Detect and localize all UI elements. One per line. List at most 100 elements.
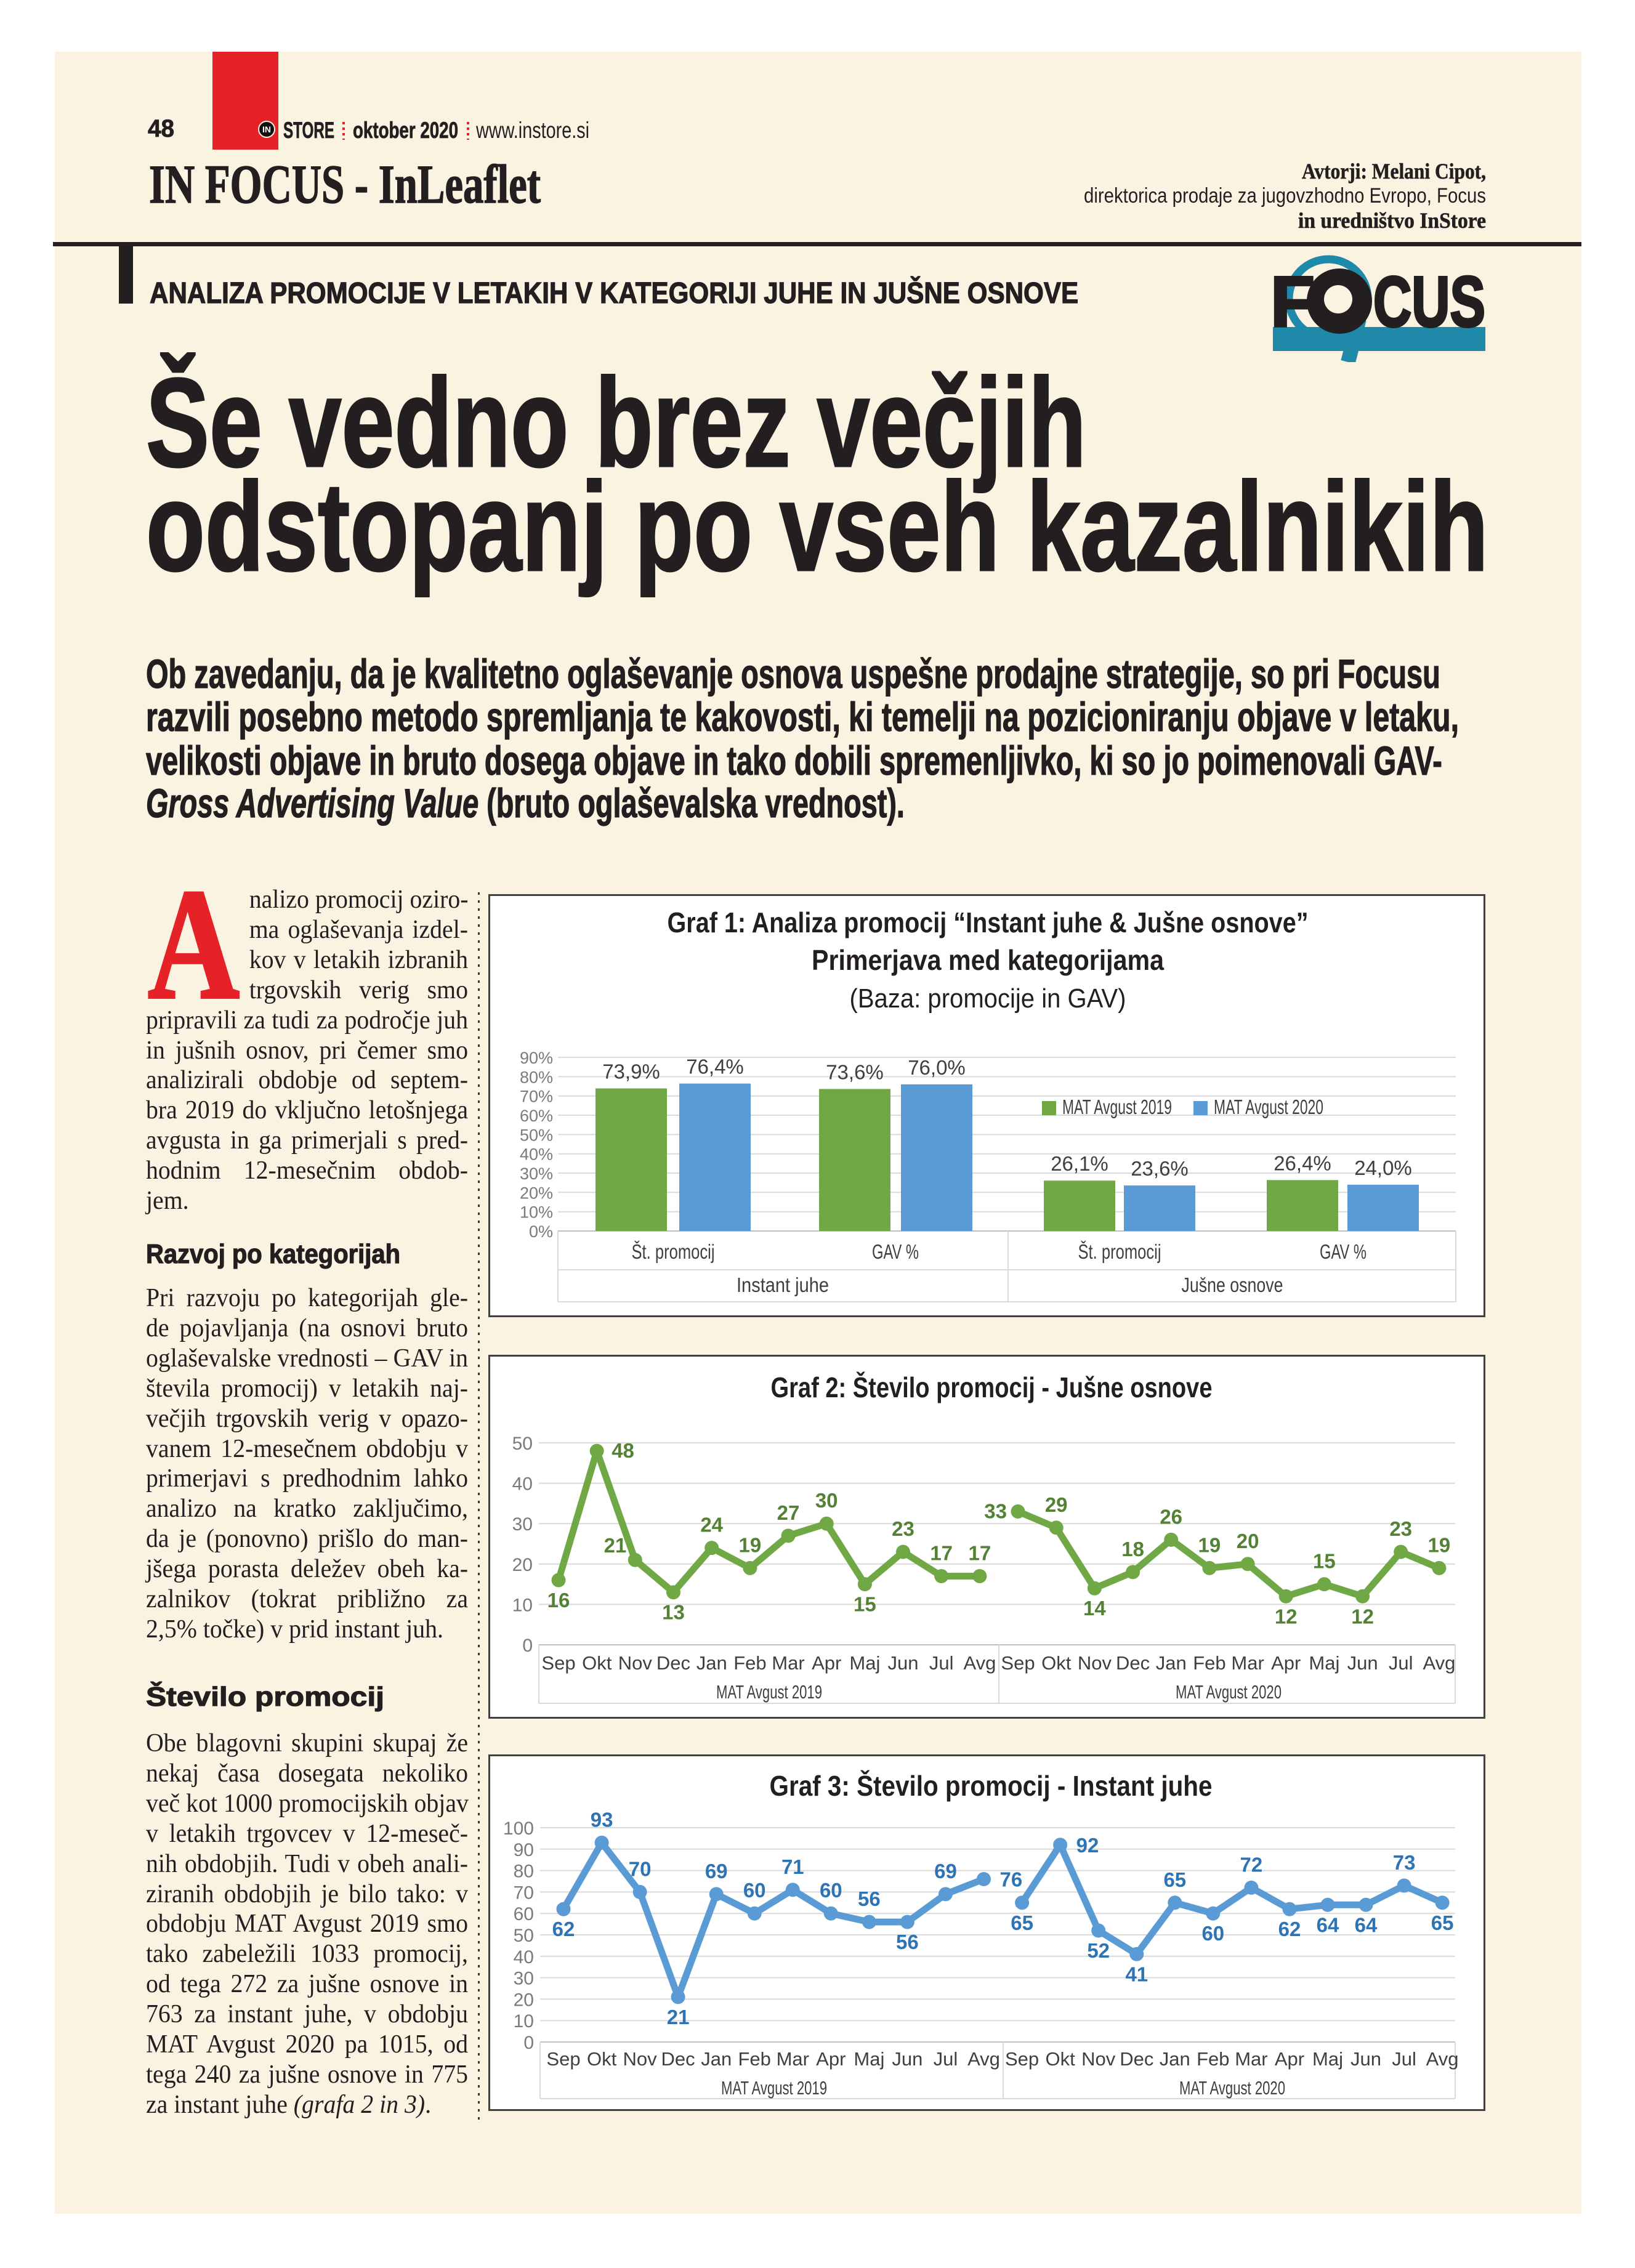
svg-text:Maj: Maj bbox=[854, 2048, 884, 2070]
svg-text:MAT Avgust 2020: MAT Avgust 2020 bbox=[1179, 2077, 1285, 2099]
svg-text:Sep: Sep bbox=[1001, 1652, 1035, 1674]
svg-text:Maj: Maj bbox=[1309, 1652, 1339, 1674]
svg-text:60: 60 bbox=[743, 1879, 766, 1902]
svg-text:19: 19 bbox=[1198, 1533, 1221, 1556]
svg-text:Maj: Maj bbox=[849, 1652, 880, 1674]
svg-text:73,6%: 73,6% bbox=[826, 1060, 884, 1083]
svg-text:Jun: Jun bbox=[888, 1652, 919, 1674]
svg-text:Mar: Mar bbox=[777, 2048, 809, 2070]
svg-text:19: 19 bbox=[739, 1533, 762, 1556]
svg-text:65: 65 bbox=[1163, 1868, 1186, 1891]
svg-text:70%: 70% bbox=[520, 1088, 553, 1106]
svg-text:Feb: Feb bbox=[738, 2048, 770, 2070]
svg-text:Dec: Dec bbox=[1120, 2048, 1153, 2070]
svg-text:Avg: Avg bbox=[1423, 1652, 1455, 1674]
svg-text:Avg: Avg bbox=[1426, 2048, 1459, 2070]
svg-text:30: 30 bbox=[815, 1489, 838, 1512]
svg-text:40%: 40% bbox=[520, 1145, 553, 1164]
svg-text:GAV %: GAV % bbox=[872, 1240, 919, 1263]
svg-text:Jun: Jun bbox=[1347, 1652, 1378, 1674]
svg-text:Apr: Apr bbox=[812, 1652, 841, 1674]
svg-text:Jan: Jan bbox=[701, 2048, 732, 2070]
svg-text:Nov: Nov bbox=[1078, 1652, 1112, 1674]
svg-text:20: 20 bbox=[514, 1990, 534, 2010]
svg-text:Avg: Avg bbox=[963, 1652, 996, 1674]
svg-text:Okt: Okt bbox=[582, 1652, 612, 1674]
svg-text:29: 29 bbox=[1045, 1493, 1068, 1516]
svg-text:71: 71 bbox=[781, 1855, 804, 1878]
svg-text:Apr: Apr bbox=[1271, 1652, 1301, 1674]
svg-text:80%: 80% bbox=[520, 1068, 553, 1086]
svg-text:10: 10 bbox=[512, 1595, 533, 1615]
svg-text:65: 65 bbox=[1431, 1911, 1454, 1934]
svg-text:Jul: Jul bbox=[1392, 2048, 1416, 2070]
svg-text:14: 14 bbox=[1083, 1597, 1106, 1620]
svg-text:15: 15 bbox=[1313, 1550, 1336, 1573]
svg-text:26: 26 bbox=[1160, 1505, 1182, 1528]
svg-text:Jul: Jul bbox=[929, 1652, 954, 1674]
svg-text:40: 40 bbox=[512, 1474, 533, 1495]
svg-text:92: 92 bbox=[1076, 1834, 1099, 1857]
svg-text:Jušne osnove: Jušne osnove bbox=[1182, 1273, 1283, 1296]
svg-text:20: 20 bbox=[512, 1555, 533, 1575]
svg-text:52: 52 bbox=[1087, 1939, 1110, 1962]
svg-text:100: 100 bbox=[503, 1818, 534, 1839]
svg-text:Avg: Avg bbox=[967, 2048, 1000, 2070]
svg-text:0: 0 bbox=[523, 2033, 534, 2053]
svg-text:64: 64 bbox=[1355, 1913, 1378, 1936]
svg-text:17: 17 bbox=[930, 1542, 953, 1565]
svg-text:13: 13 bbox=[662, 1601, 685, 1624]
svg-text:20: 20 bbox=[1237, 1530, 1259, 1552]
svg-text:Dec: Dec bbox=[661, 2048, 695, 2070]
svg-text:F: F bbox=[1273, 262, 1315, 342]
svg-text:23: 23 bbox=[892, 1517, 914, 1540]
svg-text:Mar: Mar bbox=[1235, 2048, 1267, 2070]
svg-text:Jul: Jul bbox=[934, 2048, 958, 2070]
svg-text:73: 73 bbox=[1393, 1851, 1416, 1874]
svg-text:GAV %: GAV % bbox=[1320, 1240, 1367, 1263]
svg-text:56: 56 bbox=[896, 1931, 919, 1953]
svg-text:Št. promocij: Št. promocij bbox=[632, 1240, 715, 1263]
svg-text:76,0%: 76,0% bbox=[908, 1056, 966, 1079]
svg-text:70: 70 bbox=[514, 1883, 534, 1903]
svg-text:48: 48 bbox=[612, 1439, 634, 1462]
svg-text:Dec: Dec bbox=[656, 1652, 690, 1674]
svg-text:21: 21 bbox=[604, 1534, 627, 1557]
svg-text:19: 19 bbox=[1428, 1533, 1451, 1556]
svg-text:10%: 10% bbox=[520, 1203, 553, 1222]
svg-text:(Baza: promocije in GAV): (Baza: promocije in GAV) bbox=[850, 983, 1126, 1014]
svg-text:Apr: Apr bbox=[816, 2048, 846, 2070]
svg-text:50: 50 bbox=[514, 1926, 534, 1946]
svg-text:70: 70 bbox=[629, 1857, 652, 1880]
svg-text:24: 24 bbox=[700, 1514, 723, 1536]
svg-text:Sep: Sep bbox=[1005, 2048, 1039, 2070]
svg-text:30: 30 bbox=[512, 1514, 533, 1535]
svg-text:76,4%: 76,4% bbox=[686, 1055, 744, 1078]
svg-text:MAT Avgust 2019: MAT Avgust 2019 bbox=[716, 1681, 822, 1703]
svg-text:56: 56 bbox=[858, 1887, 881, 1910]
svg-text:93: 93 bbox=[591, 1808, 613, 1831]
svg-text:16: 16 bbox=[547, 1589, 570, 1612]
svg-text:23,6%: 23,6% bbox=[1131, 1157, 1189, 1180]
svg-text:Št. promocij: Št. promocij bbox=[1078, 1240, 1161, 1263]
svg-text:Nov: Nov bbox=[623, 2048, 658, 2070]
svg-text:Apr: Apr bbox=[1275, 2048, 1304, 2070]
svg-text:20%: 20% bbox=[520, 1184, 553, 1202]
svg-text:Sep: Sep bbox=[541, 1652, 575, 1674]
svg-text:30%: 30% bbox=[520, 1164, 553, 1183]
svg-text:72: 72 bbox=[1240, 1853, 1263, 1876]
svg-text:Nov: Nov bbox=[1081, 2048, 1116, 2070]
svg-text:41: 41 bbox=[1125, 1963, 1148, 1985]
svg-text:76: 76 bbox=[1000, 1868, 1023, 1891]
svg-text:Feb: Feb bbox=[1193, 1652, 1225, 1674]
svg-text:23: 23 bbox=[1389, 1517, 1412, 1540]
svg-text:62: 62 bbox=[552, 1918, 575, 1940]
svg-text:21: 21 bbox=[667, 2006, 690, 2028]
svg-text:50%: 50% bbox=[520, 1126, 553, 1144]
svg-text:MAT Avgust 2019: MAT Avgust 2019 bbox=[721, 2077, 827, 2099]
svg-text:62: 62 bbox=[1278, 1918, 1301, 1940]
svg-text:Jun: Jun bbox=[892, 2048, 922, 2070]
svg-text:Maj: Maj bbox=[1312, 2048, 1343, 2070]
svg-text:64: 64 bbox=[1317, 1913, 1339, 1936]
svg-text:60: 60 bbox=[820, 1879, 842, 1902]
